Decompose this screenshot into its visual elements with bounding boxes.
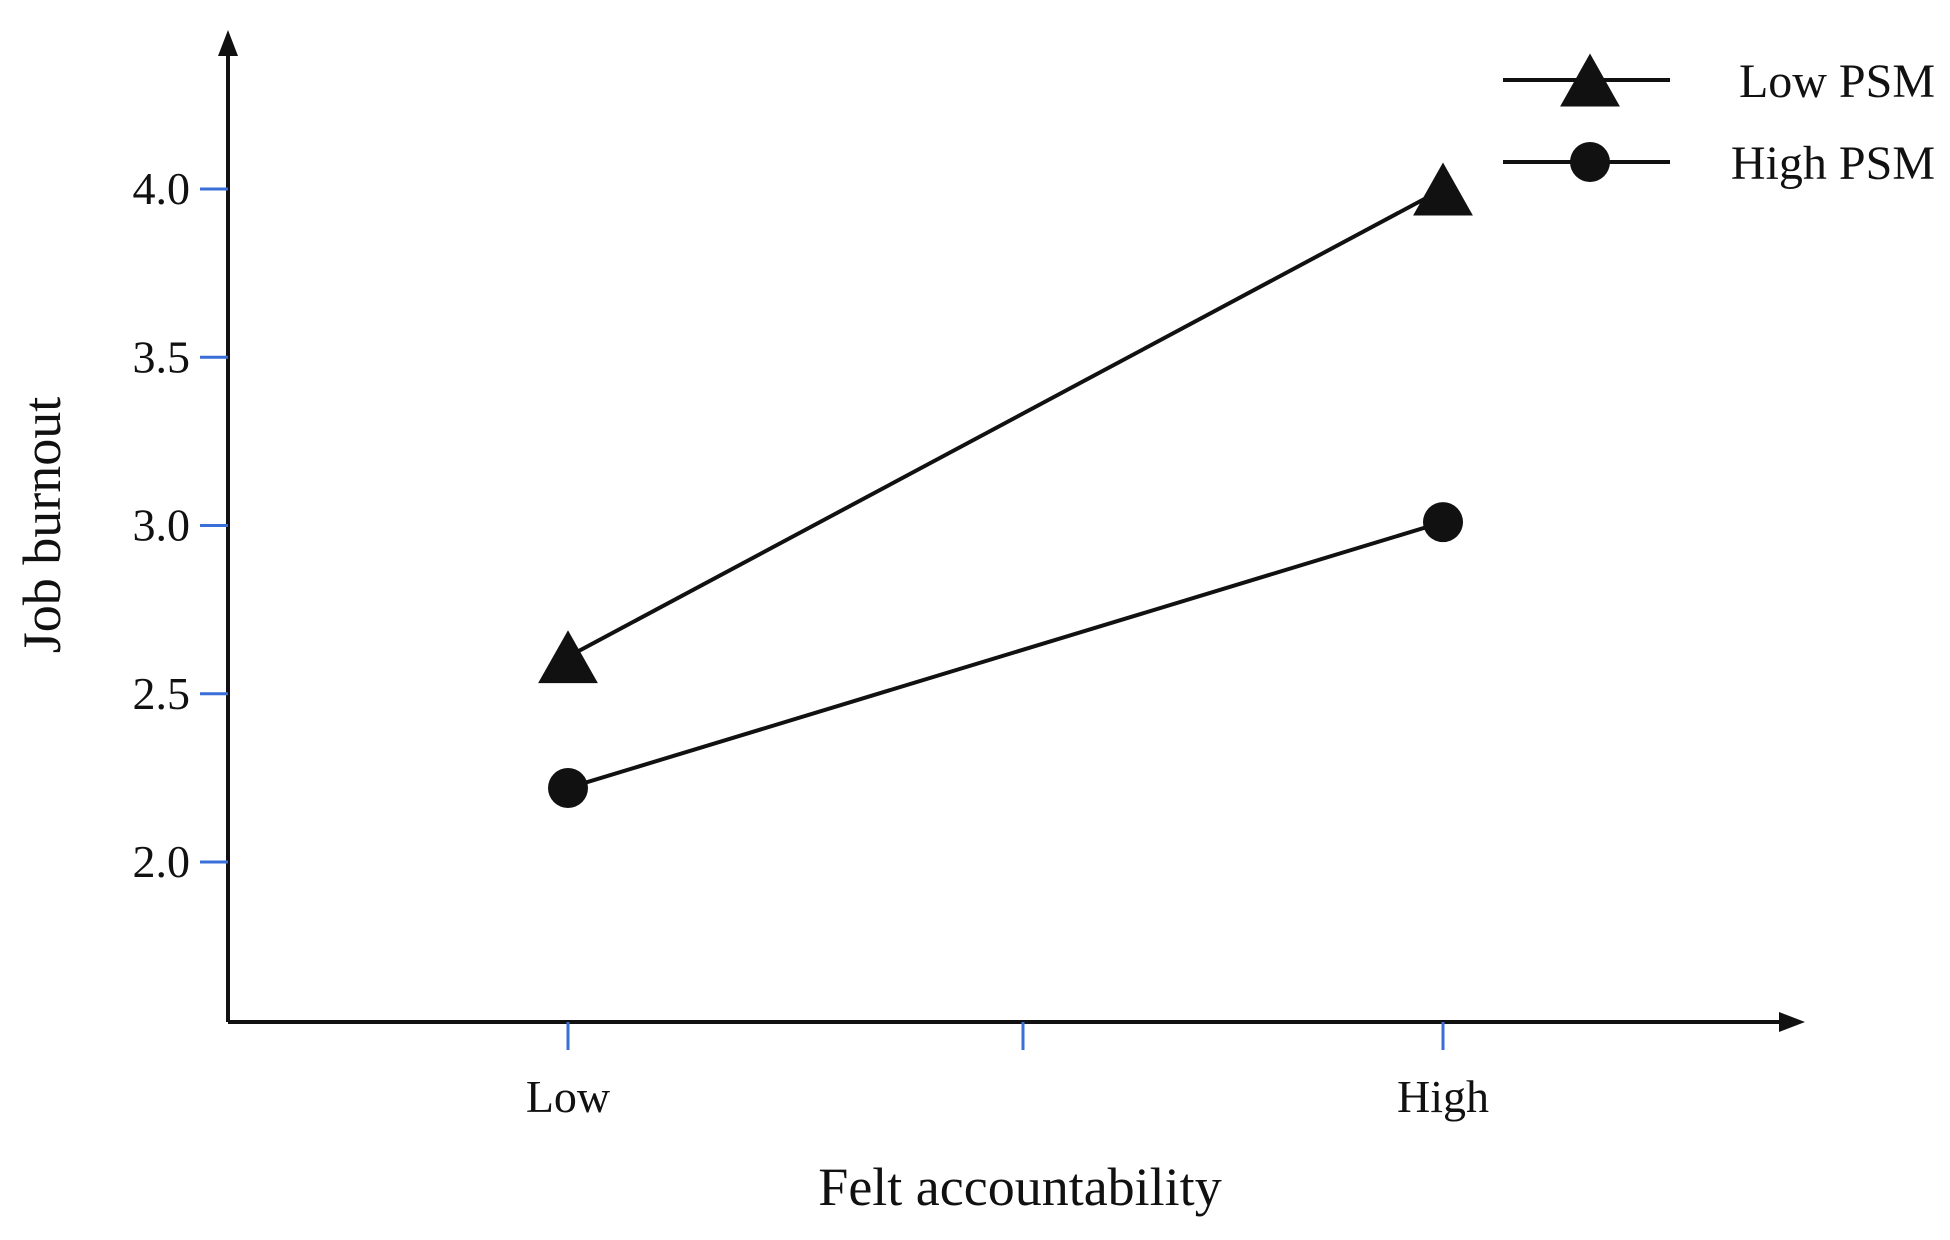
legend-item: Low PSM — [1503, 53, 1935, 108]
series-line — [567, 520, 1444, 790]
x-tick-label: Low — [526, 1071, 611, 1122]
y-ticks: 2.0 2.5 3.0 3.5 4.0 — [133, 163, 228, 887]
legend-item: High PSM — [1503, 137, 1935, 190]
circle-point — [548, 767, 588, 808]
series-layer — [538, 162, 1473, 808]
series-line — [567, 187, 1444, 659]
series-high-psm — [548, 502, 1463, 808]
triangle-point — [1413, 162, 1473, 216]
y-tick-label: 4.0 — [133, 163, 191, 214]
x-tick-label: High — [1397, 1071, 1489, 1122]
axes — [218, 30, 1805, 1032]
legend-marker — [1560, 53, 1620, 107]
series-low-psm — [538, 162, 1473, 684]
y-axis-arrow — [218, 30, 238, 56]
y-tick-label: 3.0 — [133, 500, 191, 551]
legend: Low PSM High PSM — [1503, 53, 1935, 190]
circle-point — [1423, 502, 1463, 543]
x-axis-title: Felt accountability — [818, 1157, 1221, 1217]
legend-label: High PSM — [1731, 137, 1935, 190]
y-tick-label: 2.5 — [133, 668, 191, 719]
y-tick-label: 2.0 — [133, 836, 191, 887]
x-axis-arrow — [1779, 1012, 1805, 1032]
y-tick-label: 3.5 — [133, 331, 191, 382]
x-ticks: Low High — [526, 1022, 1489, 1122]
y-axis-title: Job burnout — [12, 397, 72, 654]
triangle-point — [538, 630, 598, 684]
legend-label: Low PSM — [1739, 55, 1935, 108]
legend-marker — [1570, 142, 1610, 182]
